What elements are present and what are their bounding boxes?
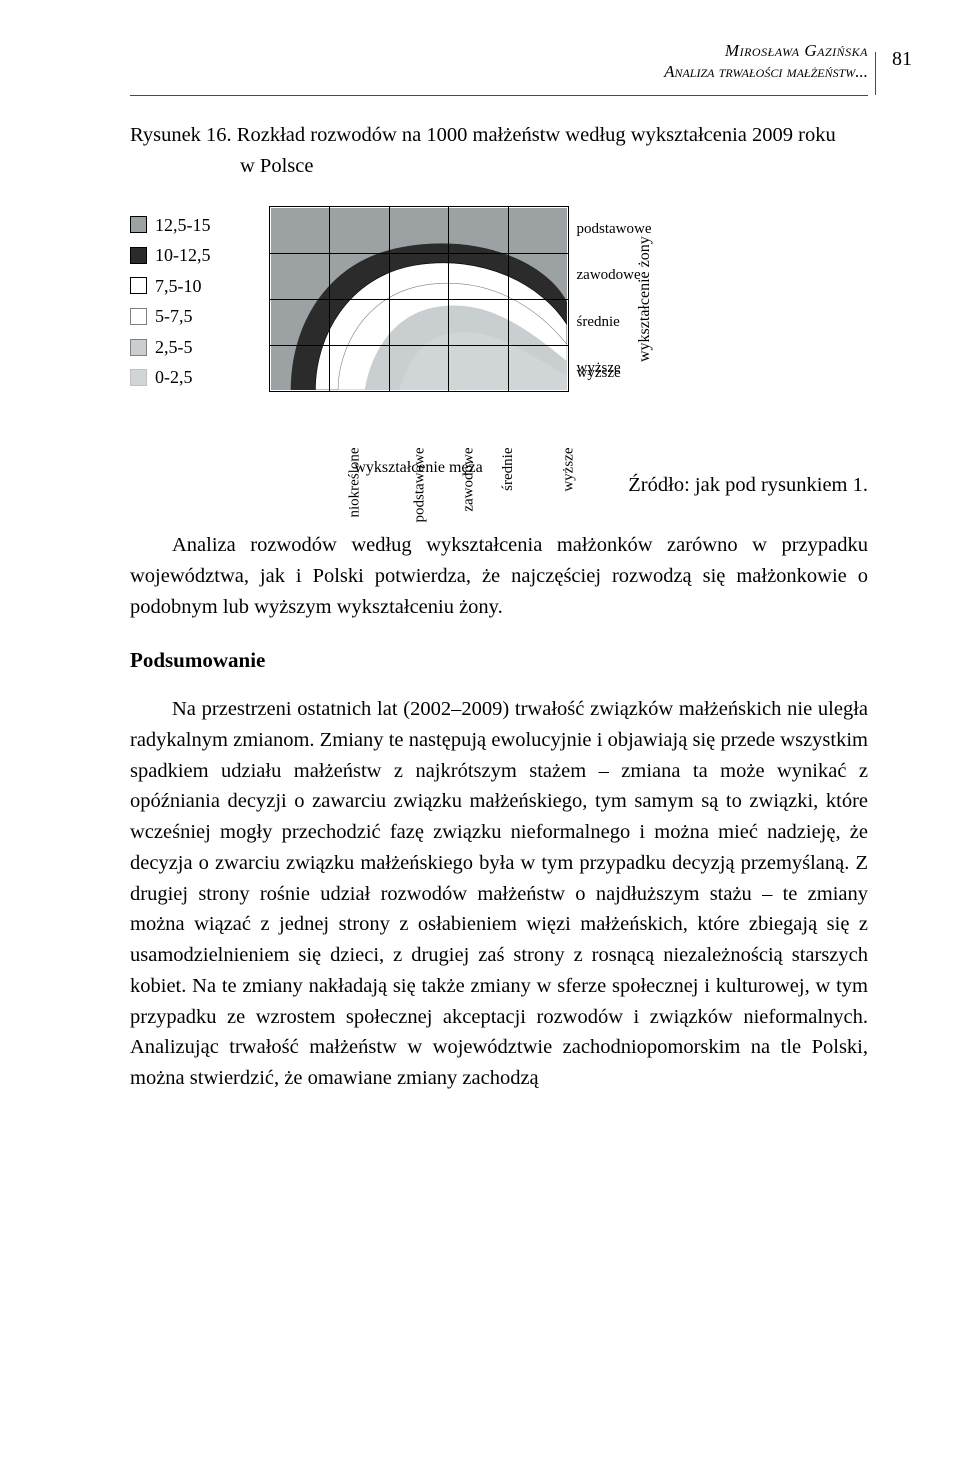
gridline-h <box>270 299 568 300</box>
content: Rysunek 16. Rozkład rozwodów na 1000 mał… <box>130 120 868 1094</box>
legend: 12,5-1510-12,57,5-105-7,52,5-50-2,5 <box>130 210 211 394</box>
figure: 12,5-1510-12,57,5-105-7,52,5-50-2,5 <box>130 200 868 460</box>
legend-item: 12,5-15 <box>130 210 211 241</box>
legend-swatch <box>130 369 147 386</box>
y-tick: zawodowe <box>577 264 641 287</box>
legend-label: 7,5-10 <box>155 271 202 302</box>
legend-item: 0-2,5 <box>130 362 211 393</box>
legend-label: 0-2,5 <box>155 362 193 393</box>
legend-item: 10-12,5 <box>130 240 211 271</box>
y-tick: średnie <box>577 311 620 334</box>
gridline-h <box>270 345 568 346</box>
legend-swatch <box>130 216 147 233</box>
x-tick-labels: niokreślonepodstawowezawodoweśredniewyżs… <box>269 396 569 454</box>
figure-caption: Rysunek 16. Rozkład rozwodów na 1000 mał… <box>130 120 868 182</box>
heading-podsumowanie: Podsumowanie <box>130 645 868 677</box>
y-axis-title: wykształcenie żony <box>633 206 653 392</box>
legend-label: 10-12,5 <box>155 240 211 271</box>
legend-swatch <box>130 339 147 356</box>
header-title: Analiza trwałości małżeństw... <box>664 61 868 82</box>
legend-swatch <box>130 308 147 325</box>
header-tick <box>875 52 876 95</box>
legend-label: 5-7,5 <box>155 301 193 332</box>
plot-area <box>269 206 569 392</box>
y-tick-labels: podstawowezawodoweśredniewyższewyższe <box>577 206 599 392</box>
legend-swatch <box>130 277 147 294</box>
y-tick: wyższe <box>577 362 621 385</box>
running-head: Mirosława Gazińska Analiza trwałości mał… <box>664 40 868 83</box>
header-rule <box>130 95 868 96</box>
legend-swatch <box>130 247 147 264</box>
figure-caption-line1: Rysunek 16. Rozkład rozwodów na 1000 mał… <box>130 120 868 151</box>
paragraph-analysis: Analiza rozwodów według wykształcenia ma… <box>130 530 868 622</box>
page: Mirosława Gazińska Analiza trwałości mał… <box>0 0 960 1474</box>
legend-item: 7,5-10 <box>130 271 211 302</box>
x-axis-title: wykształcenie męża <box>269 456 569 480</box>
legend-item: 2,5-5 <box>130 332 211 363</box>
contour-chart: niokreślonepodstawowezawodoweśredniewyżs… <box>245 200 605 460</box>
figure-caption-line2: w Polsce <box>240 151 868 182</box>
header-author: Mirosława Gazińska <box>664 40 868 61</box>
legend-item: 5-7,5 <box>130 301 211 332</box>
paragraph-summary: Na przestrzeni ostatnich lat (2002–2009)… <box>130 694 868 1094</box>
legend-label: 2,5-5 <box>155 332 193 363</box>
page-number: 81 <box>892 48 912 71</box>
legend-label: 12,5-15 <box>155 210 211 241</box>
gridline-h <box>270 253 568 254</box>
